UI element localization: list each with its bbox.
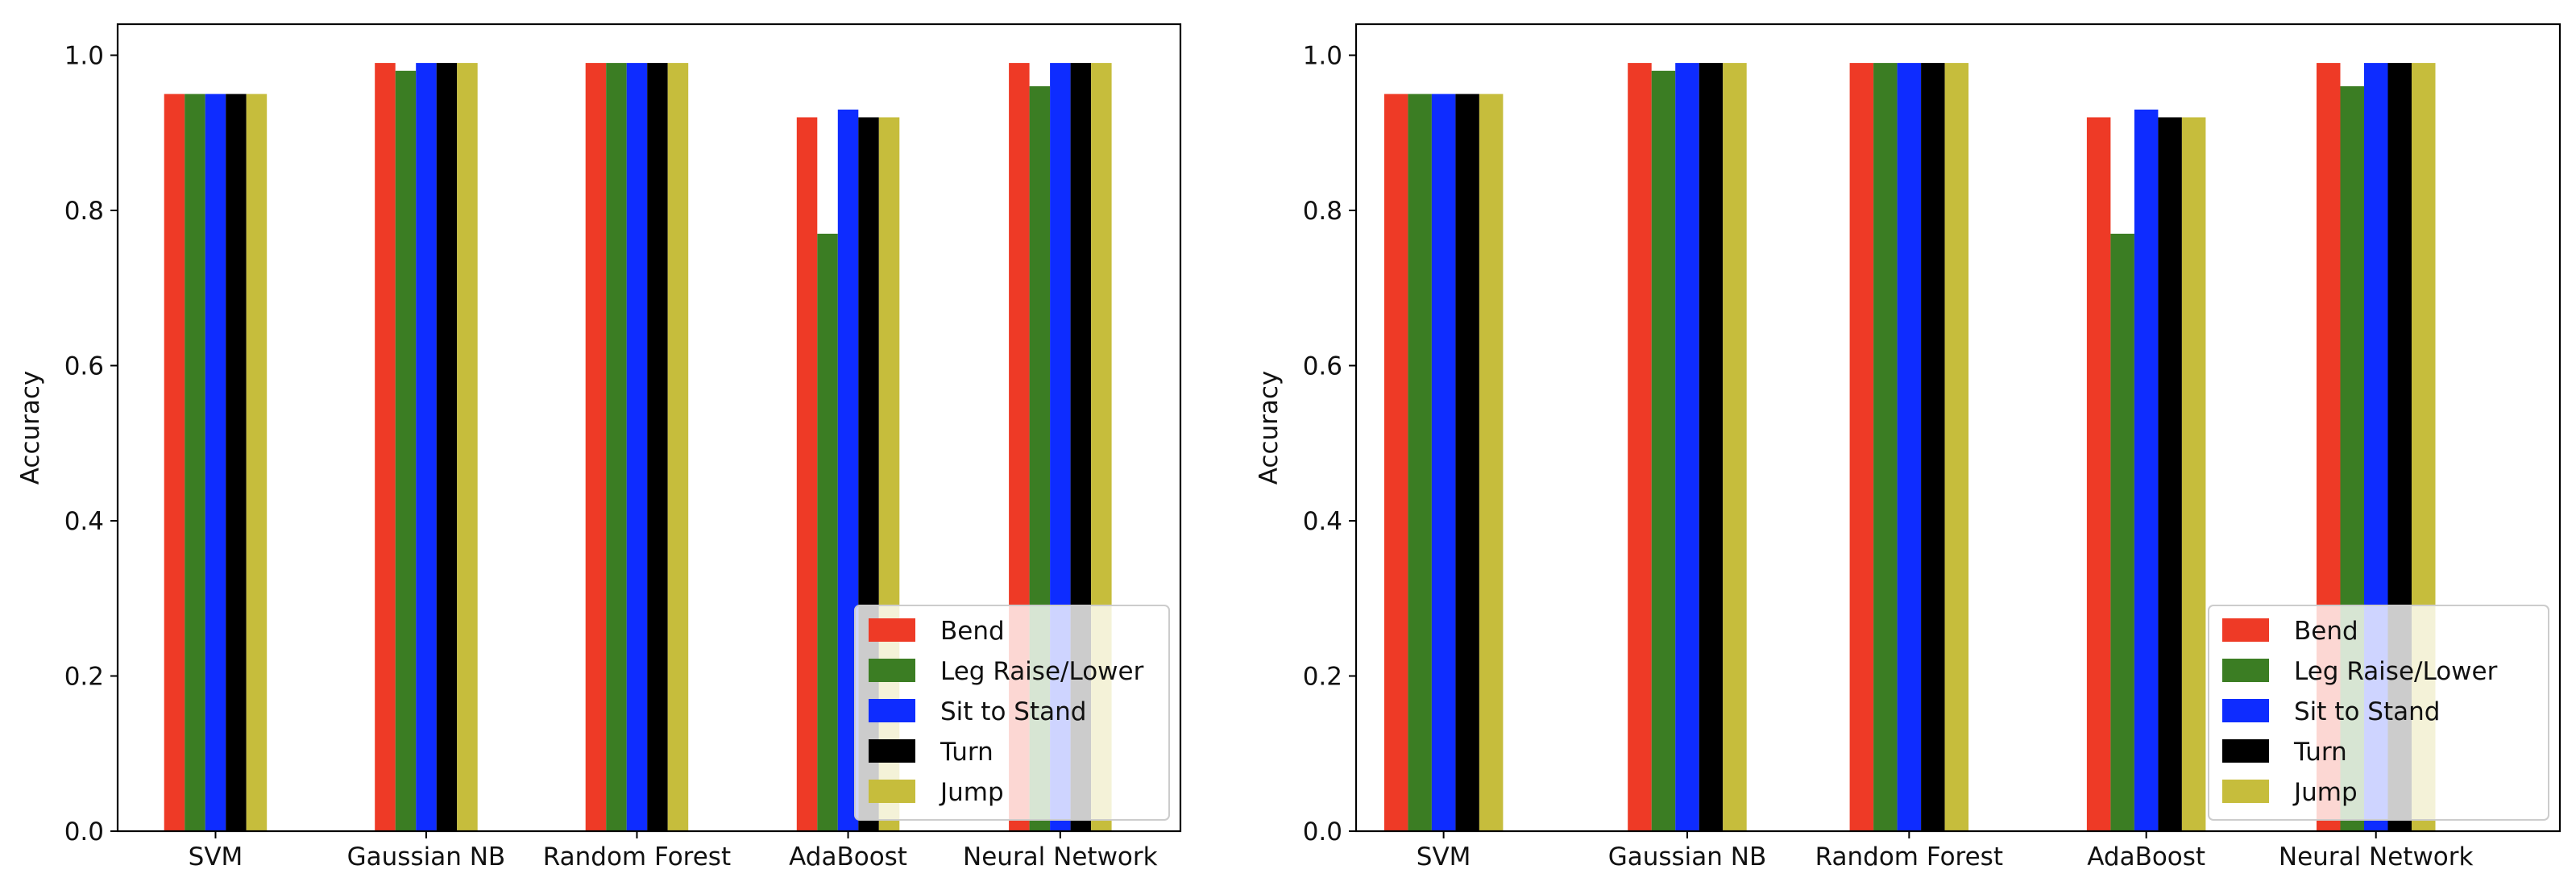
x-tick-label: AdaBoost xyxy=(2087,842,2205,871)
bar-adaboost-jump xyxy=(2181,117,2206,831)
y-tick-label: 0.6 xyxy=(1303,352,1342,381)
bar-svm-jump xyxy=(1479,94,1504,832)
y-tick-label: 1.0 xyxy=(1303,42,1342,71)
bar-gaussian-nb-sit-to-stand xyxy=(416,63,437,832)
legend-swatch xyxy=(869,780,915,803)
legend-label: Bend xyxy=(2294,617,2358,646)
bar-random-forest-leg-raise-lower xyxy=(1873,63,1898,832)
y-tick-label: 0.2 xyxy=(1303,663,1342,692)
y-axis-label: Accuracy xyxy=(16,371,45,485)
legend-swatch xyxy=(2222,739,2269,763)
legend-label: Leg Raise/Lower xyxy=(940,657,1144,686)
y-axis-label: Accuracy xyxy=(1255,371,1284,485)
bar-gaussian-nb-jump xyxy=(1723,63,1747,832)
bar-svm-sit-to-stand xyxy=(205,94,226,832)
bar-svm-jump xyxy=(246,94,268,832)
bar-gaussian-nb-leg-raise-lower xyxy=(395,70,417,832)
bar-random-forest-turn xyxy=(647,63,668,832)
bar-svm-leg-raise-lower xyxy=(1408,94,1432,832)
bar-random-forest-jump xyxy=(667,63,689,832)
y-tick-label: 0.4 xyxy=(64,507,104,536)
legend-label: Bend xyxy=(940,617,1005,646)
bar-gaussian-nb-bend xyxy=(375,63,396,832)
legend-swatch xyxy=(869,699,915,722)
legend-label: Sit to Stand xyxy=(2294,697,2440,726)
bar-random-forest-sit-to-stand xyxy=(1897,63,1922,832)
plot-frame xyxy=(1354,23,2561,833)
bar-gaussian-nb-turn xyxy=(1699,63,1724,832)
y-tick-label: 0.0 xyxy=(64,817,104,846)
bar-random-forest-turn xyxy=(1921,63,1945,832)
legend-swatch xyxy=(2222,618,2269,642)
y-tick-label: 0.0 xyxy=(1303,817,1342,846)
legend-swatch xyxy=(869,659,915,682)
legend-label: Turn xyxy=(940,738,993,767)
bar-gaussian-nb-bend xyxy=(1628,63,1652,832)
legend: Bend Leg Raise/Lower Sit to Stand Turn Jump xyxy=(2208,605,2549,821)
bar-gaussian-nb-sit-to-stand xyxy=(1675,63,1699,832)
bar-random-forest-jump xyxy=(1944,63,1969,832)
x-tick-label: Neural Network xyxy=(2279,842,2474,871)
legend: Bend Leg Raise/Lower Sit to Stand Turn Jump xyxy=(854,605,1170,821)
legend-label: Turn xyxy=(2293,738,2347,767)
x-tick-label: Gaussian NB xyxy=(347,842,506,871)
legend-box xyxy=(2208,605,2549,821)
plot-frame xyxy=(116,23,1182,833)
legend-swatch xyxy=(2222,659,2269,682)
bar-random-forest-sit-to-stand xyxy=(626,63,648,832)
legend-label: Jump xyxy=(2292,778,2358,807)
bar-random-forest-leg-raise-lower xyxy=(606,63,627,832)
y-tick-label: 1.0 xyxy=(64,42,104,71)
legend-swatch xyxy=(2222,780,2269,803)
bar-adaboost-leg-raise-lower xyxy=(2110,233,2134,831)
bar-svm-turn xyxy=(1455,94,1479,832)
bar-svm-leg-raise-lower xyxy=(185,94,205,832)
legend-swatch xyxy=(2222,699,2269,722)
legend-label: Sit to Stand xyxy=(940,697,1086,726)
x-tick-label: Random Forest xyxy=(1815,842,2003,871)
bar-svm-sit-to-stand xyxy=(1431,94,1456,832)
legend-label: Jump xyxy=(939,778,1004,807)
legend-swatch xyxy=(869,739,915,763)
x-tick-label: Random Forest xyxy=(543,842,731,871)
bar-random-forest-bend xyxy=(1849,63,1874,832)
chart-panel-1: SVM Gaussian NB Random Forest AdaBoost Neura… xyxy=(16,23,1182,871)
bar-adaboost-sit-to-stand xyxy=(2134,109,2159,831)
legend-box xyxy=(854,605,1170,821)
bar-gaussian-nb-jump xyxy=(457,63,478,832)
y-tick-label: 0.8 xyxy=(64,197,104,226)
chart-panel-2: SVM Gaussian NB Random Forest AdaBoost Neura… xyxy=(1255,23,2561,871)
x-tick-label: Gaussian NB xyxy=(1608,842,1767,871)
legend-label: Leg Raise/Lower xyxy=(2294,657,2498,686)
bar-gaussian-nb-turn xyxy=(436,63,458,832)
bar-adaboost-turn xyxy=(2158,117,2182,831)
bar-svm-bend xyxy=(164,94,185,832)
legend-swatch xyxy=(869,618,915,642)
y-tick-label: 0.6 xyxy=(64,352,104,381)
bar-adaboost-bend xyxy=(2086,117,2111,831)
x-tick-label: AdaBoost xyxy=(789,842,907,871)
y-tick-label: 0.8 xyxy=(1303,197,1342,226)
x-tick-label: SVM xyxy=(1417,842,1471,871)
bar-adaboost-leg-raise-lower xyxy=(817,233,838,831)
bar-svm-bend xyxy=(1383,94,1408,832)
x-tick-label: SVM xyxy=(189,842,243,871)
y-tick-label: 0.2 xyxy=(64,663,104,692)
y-tick-label: 0.4 xyxy=(1303,507,1342,536)
x-tick-label: Neural Network xyxy=(963,842,1158,871)
bar-gaussian-nb-leg-raise-lower xyxy=(1651,70,1676,832)
bar-adaboost-bend xyxy=(796,117,818,831)
bar-random-forest-bend xyxy=(585,63,607,832)
bar-svm-turn xyxy=(226,94,247,832)
